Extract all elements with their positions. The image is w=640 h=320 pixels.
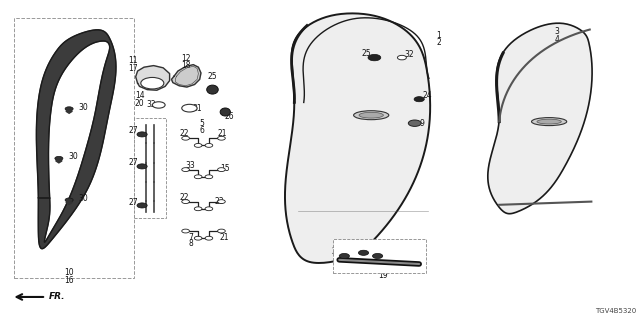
Circle shape xyxy=(218,168,225,172)
Circle shape xyxy=(205,143,212,147)
Text: FR.: FR. xyxy=(49,292,65,301)
Circle shape xyxy=(137,203,147,208)
Text: 31: 31 xyxy=(192,104,202,113)
Circle shape xyxy=(65,198,73,202)
Text: 2: 2 xyxy=(436,38,441,47)
Circle shape xyxy=(141,77,164,89)
Circle shape xyxy=(182,200,189,204)
Ellipse shape xyxy=(353,111,389,120)
Text: 21: 21 xyxy=(218,129,227,138)
Polygon shape xyxy=(172,65,201,87)
Circle shape xyxy=(195,175,202,179)
Circle shape xyxy=(372,253,383,259)
Text: 25: 25 xyxy=(207,72,218,81)
Polygon shape xyxy=(66,109,72,113)
Circle shape xyxy=(358,250,369,255)
Text: 3: 3 xyxy=(554,28,559,36)
Text: 18: 18 xyxy=(181,61,190,70)
Text: 22: 22 xyxy=(180,193,189,202)
Text: 13: 13 xyxy=(378,264,388,273)
Text: 15: 15 xyxy=(220,164,230,173)
Circle shape xyxy=(205,236,212,240)
Text: 9: 9 xyxy=(420,119,425,128)
Text: 27: 27 xyxy=(128,126,138,135)
Circle shape xyxy=(414,97,424,102)
Text: 32: 32 xyxy=(146,100,156,109)
Text: 17: 17 xyxy=(128,64,138,73)
Polygon shape xyxy=(66,200,72,204)
Polygon shape xyxy=(488,23,592,214)
Polygon shape xyxy=(56,159,62,163)
Circle shape xyxy=(218,229,225,233)
Polygon shape xyxy=(285,13,430,263)
Text: 30: 30 xyxy=(78,103,88,112)
Text: 1: 1 xyxy=(436,31,441,40)
Text: 5: 5 xyxy=(200,119,205,128)
Text: 7: 7 xyxy=(188,233,193,242)
Text: 19: 19 xyxy=(378,271,388,280)
Circle shape xyxy=(182,136,189,140)
Text: 20: 20 xyxy=(134,99,145,108)
Text: 21: 21 xyxy=(220,233,228,242)
Ellipse shape xyxy=(359,112,383,118)
Text: 26: 26 xyxy=(224,112,234,121)
Circle shape xyxy=(182,229,189,233)
Polygon shape xyxy=(136,66,170,90)
Polygon shape xyxy=(36,30,116,249)
Circle shape xyxy=(65,107,73,111)
Text: 24: 24 xyxy=(422,92,433,100)
Circle shape xyxy=(195,236,202,240)
Text: 30: 30 xyxy=(68,152,79,161)
Text: 32: 32 xyxy=(404,50,415,59)
Text: 28: 28 xyxy=(332,247,340,256)
Circle shape xyxy=(152,102,165,108)
Circle shape xyxy=(195,207,202,211)
Text: 25: 25 xyxy=(361,49,371,58)
Text: 23: 23 xyxy=(214,197,224,206)
Circle shape xyxy=(368,54,381,61)
Ellipse shape xyxy=(531,117,567,125)
Text: TGV4B5320: TGV4B5320 xyxy=(596,308,637,314)
Circle shape xyxy=(195,143,202,147)
Text: 33: 33 xyxy=(186,161,196,170)
Text: 30: 30 xyxy=(78,194,88,203)
Circle shape xyxy=(408,120,421,126)
Circle shape xyxy=(218,200,225,204)
Circle shape xyxy=(339,253,349,259)
Circle shape xyxy=(137,132,147,137)
Ellipse shape xyxy=(220,108,230,116)
Text: 29: 29 xyxy=(363,243,373,252)
Text: 16: 16 xyxy=(64,276,74,285)
Circle shape xyxy=(182,104,197,112)
Circle shape xyxy=(182,168,189,172)
Bar xyxy=(333,239,426,273)
Text: 27: 27 xyxy=(128,198,138,207)
Circle shape xyxy=(397,55,406,60)
Text: 4: 4 xyxy=(554,35,559,44)
Circle shape xyxy=(205,207,212,211)
Text: 14: 14 xyxy=(134,92,145,100)
Text: 6: 6 xyxy=(200,126,205,135)
Text: 11: 11 xyxy=(129,56,138,65)
Circle shape xyxy=(205,175,212,179)
Text: 22: 22 xyxy=(180,129,189,138)
Circle shape xyxy=(55,156,63,160)
Text: 27: 27 xyxy=(128,158,138,167)
Text: 8: 8 xyxy=(188,239,193,248)
Text: 10: 10 xyxy=(64,268,74,277)
Bar xyxy=(134,118,166,218)
Ellipse shape xyxy=(537,119,561,124)
Text: 12: 12 xyxy=(181,54,190,63)
Ellipse shape xyxy=(207,85,218,94)
Bar xyxy=(14,18,134,278)
Circle shape xyxy=(218,136,225,140)
Circle shape xyxy=(137,164,147,169)
